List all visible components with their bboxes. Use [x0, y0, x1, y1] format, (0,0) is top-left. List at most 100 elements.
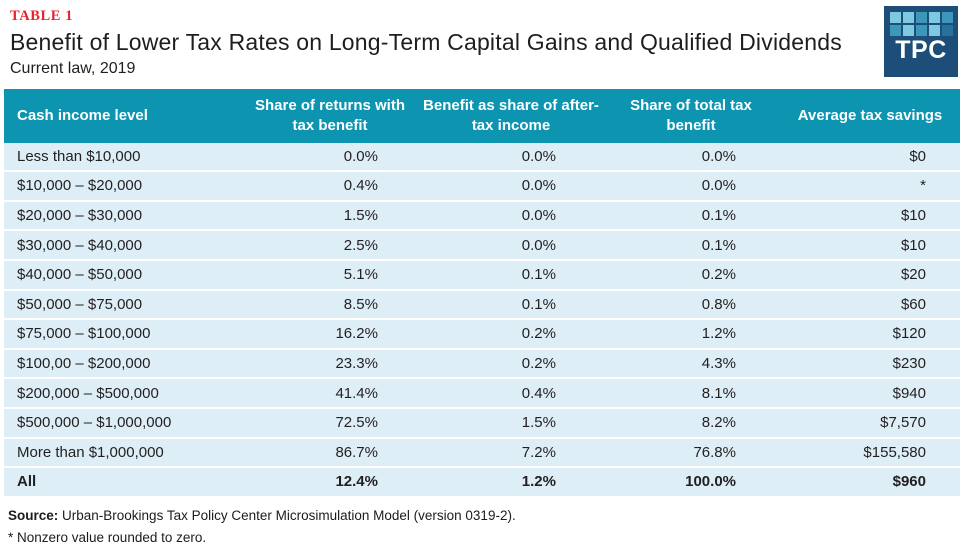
total-benefit-cell: 76.8% — [602, 438, 780, 469]
table-row: $500,000 – $1,000,000 72.5% 1.5% 8.2% $7… — [4, 408, 960, 439]
benefit-share-cell: 1.5% — [420, 408, 602, 439]
total-benefit-cell: 100.0% — [602, 468, 780, 496]
avg-savings-cell: $20 — [780, 260, 960, 291]
avg-savings-cell: $60 — [780, 290, 960, 321]
table-row: $200,000 – $500,000 41.4% 0.4% 8.1% $940 — [4, 379, 960, 409]
source-line: Source: Urban-Brookings Tax Policy Cente… — [8, 505, 954, 527]
table-row: More than $1,000,000 86.7% 7.2% 76.8% $1… — [4, 438, 960, 469]
total-benefit-cell: 0.8% — [602, 290, 780, 321]
benefit-share-cell: 7.2% — [420, 438, 602, 469]
income-level-cell: $200,000 – $500,000 — [4, 379, 240, 409]
logo-square — [915, 12, 927, 23]
logo-square — [889, 25, 901, 36]
avg-savings-cell: $960 — [780, 468, 960, 496]
benefit-share-cell: 0.0% — [420, 172, 602, 202]
table-label: TABLE 1 — [10, 8, 74, 24]
benefit-share-cell: 0.2% — [420, 349, 602, 380]
share-returns-cell: 23.3% — [240, 349, 420, 380]
income-level-cell: More than $1,000,000 — [4, 438, 240, 469]
total-benefit-cell: 8.2% — [602, 408, 780, 439]
share-returns-cell: 5.1% — [240, 260, 420, 291]
source-label: Source: — [8, 507, 59, 523]
income-level-cell: $100,00 – $200,000 — [4, 349, 240, 380]
total-benefit-cell: 4.3% — [602, 349, 780, 380]
benefit-share-cell: 0.4% — [420, 379, 602, 409]
income-level-cell: Less than $10,000 — [4, 142, 240, 173]
total-row: All 12.4% 1.2% 100.0% $960 — [4, 468, 960, 496]
benefit-share-cell: 0.0% — [420, 231, 602, 261]
total-benefit-cell: 0.0% — [602, 142, 780, 173]
header-row: Cash income level Share of returns with … — [4, 88, 960, 143]
table-row: $40,000 – $50,000 5.1% 0.1% 0.2% $20 — [4, 260, 960, 291]
avg-savings-cell: $940 — [780, 379, 960, 409]
table-row: $100,00 – $200,000 23.3% 0.2% 4.3% $230 — [4, 349, 960, 380]
benefit-share-cell: 0.1% — [420, 260, 602, 291]
total-benefit-cell: 1.2% — [602, 320, 780, 350]
avg-savings-cell: $120 — [780, 320, 960, 350]
logo-square — [928, 12, 940, 23]
total-benefit-cell: 0.0% — [602, 172, 780, 202]
share-returns-cell: 8.5% — [240, 290, 420, 321]
table-row: $50,000 – $75,000 8.5% 0.1% 0.8% $60 — [4, 290, 960, 321]
income-level-cell: $20,000 – $30,000 — [4, 201, 240, 232]
benefit-share-cell: 0.0% — [420, 142, 602, 173]
avg-savings-cell: $10 — [780, 231, 960, 261]
share-returns-cell: 41.4% — [240, 379, 420, 409]
total-benefit-cell: 0.1% — [602, 201, 780, 232]
page-subtitle: Current law, 2019 — [10, 59, 136, 77]
table-row: $75,000 – $100,000 16.2% 0.2% 1.2% $120 — [4, 320, 960, 350]
benefit-share-cell: 1.2% — [420, 468, 602, 496]
column-header-total-benefit: Share of total tax benefit — [602, 88, 780, 143]
income-level-cell: $50,000 – $75,000 — [4, 290, 240, 321]
table-row: $10,000 – $20,000 0.4% 0.0% 0.0% * — [4, 172, 960, 202]
tpc-logo: TPC — [884, 6, 958, 77]
total-benefit-cell: 0.1% — [602, 231, 780, 261]
avg-savings-cell: * — [780, 172, 960, 202]
logo-square — [902, 12, 914, 23]
share-returns-cell: 2.5% — [240, 231, 420, 261]
share-returns-cell: 12.4% — [240, 468, 420, 496]
avg-savings-cell: $155,580 — [780, 438, 960, 469]
figure-header: TABLE 1 Benefit of Lower Tax Rates on Lo… — [0, 0, 964, 78]
figure-footer: Source: Urban-Brookings Tax Policy Cente… — [8, 505, 954, 550]
logo-squares-grid — [889, 12, 953, 36]
logo-square — [902, 25, 914, 36]
column-header-share-returns: Share of returns with tax benefit — [240, 88, 420, 143]
total-benefit-cell: 0.2% — [602, 260, 780, 291]
column-header-avg-savings: Average tax savings — [780, 88, 960, 143]
share-returns-cell: 72.5% — [240, 408, 420, 439]
logo-square — [941, 12, 953, 23]
source-text: Urban-Brookings Tax Policy Center Micros… — [58, 507, 516, 523]
share-returns-cell: 16.2% — [240, 320, 420, 350]
logo-wordmark: TPC — [895, 36, 947, 64]
income-level-cell: $10,000 – $20,000 — [4, 172, 240, 202]
benefit-share-cell: 0.0% — [420, 201, 602, 232]
share-returns-cell: 86.7% — [240, 438, 420, 469]
table-row: $20,000 – $30,000 1.5% 0.0% 0.1% $10 — [4, 201, 960, 232]
income-level-cell: All — [4, 468, 240, 496]
table-row: Less than $10,000 0.0% 0.0% 0.0% $0 — [4, 142, 960, 173]
income-level-cell: $500,000 – $1,000,000 — [4, 408, 240, 439]
income-level-cell: $40,000 – $50,000 — [4, 260, 240, 291]
avg-savings-cell: $230 — [780, 349, 960, 380]
page-title: Benefit of Lower Tax Rates on Long-Term … — [10, 29, 842, 55]
column-header-benefit-share: Benefit as share of after-tax income — [420, 88, 602, 143]
logo-square — [941, 25, 953, 36]
benefit-share-cell: 0.2% — [420, 320, 602, 350]
avg-savings-cell: $0 — [780, 142, 960, 173]
footnote: * Nonzero value rounded to zero. — [8, 529, 207, 545]
share-returns-cell: 0.4% — [240, 172, 420, 202]
income-level-cell: $30,000 – $40,000 — [4, 231, 240, 261]
logo-square — [915, 25, 927, 36]
benefit-share-cell: 0.1% — [420, 290, 602, 321]
avg-savings-cell: $7,570 — [780, 408, 960, 439]
logo-square — [928, 25, 940, 36]
data-table: Cash income level Share of returns with … — [4, 88, 960, 496]
table-row: $30,000 – $40,000 2.5% 0.0% 0.1% $10 — [4, 231, 960, 261]
total-benefit-cell: 8.1% — [602, 379, 780, 409]
share-returns-cell: 1.5% — [240, 201, 420, 232]
column-header-income: Cash income level — [4, 88, 240, 143]
logo-square — [889, 12, 901, 23]
avg-savings-cell: $10 — [780, 201, 960, 232]
